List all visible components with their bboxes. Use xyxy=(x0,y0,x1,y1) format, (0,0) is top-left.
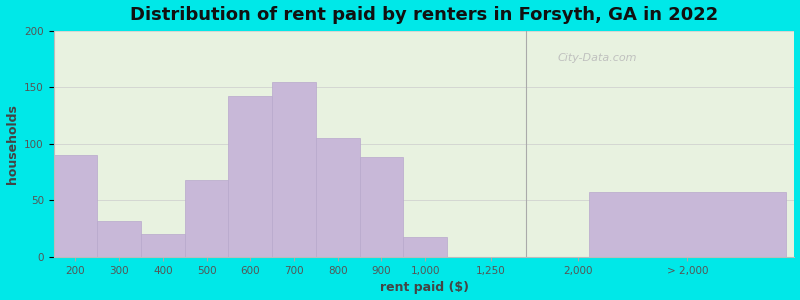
Bar xyxy=(141,234,185,257)
Bar xyxy=(54,155,98,257)
X-axis label: rent paid ($): rent paid ($) xyxy=(379,281,469,294)
Bar xyxy=(589,192,786,257)
Bar xyxy=(403,236,447,257)
Bar xyxy=(359,157,403,257)
Text: City-Data.com: City-Data.com xyxy=(558,53,637,63)
Title: Distribution of rent paid by renters in Forsyth, GA in 2022: Distribution of rent paid by renters in … xyxy=(130,6,718,24)
Bar xyxy=(229,96,272,257)
Y-axis label: households: households xyxy=(6,104,18,184)
Bar xyxy=(272,82,316,257)
Bar xyxy=(185,180,229,257)
Bar xyxy=(98,221,141,257)
Bar xyxy=(316,138,359,257)
